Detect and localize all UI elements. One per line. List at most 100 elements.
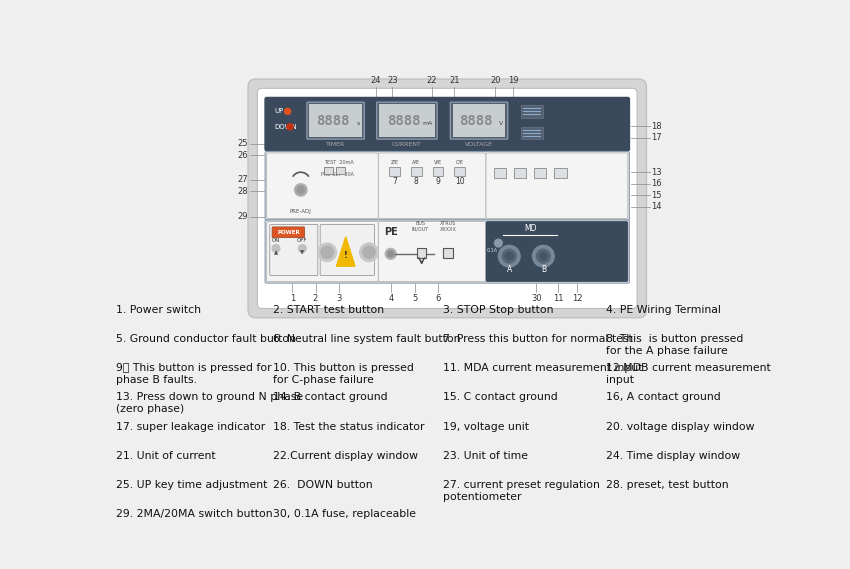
Text: 8888: 8888 <box>316 114 349 127</box>
Bar <box>411 167 422 176</box>
FancyBboxPatch shape <box>258 88 638 308</box>
Text: 9: 9 <box>435 177 440 186</box>
Text: 22.Current display window: 22.Current display window <box>273 451 418 461</box>
Bar <box>324 167 332 174</box>
Text: PE: PE <box>384 228 398 237</box>
Circle shape <box>498 245 520 267</box>
Text: 7: 7 <box>392 177 397 186</box>
Bar <box>454 167 465 176</box>
Circle shape <box>360 243 378 262</box>
Text: DOWN: DOWN <box>275 124 298 130</box>
Circle shape <box>495 239 502 247</box>
FancyBboxPatch shape <box>264 97 630 151</box>
Text: 22: 22 <box>427 76 437 85</box>
Text: 8. This  is button pressed
for the A phase failure: 8. This is button pressed for the A phas… <box>606 334 744 356</box>
Bar <box>433 167 444 176</box>
Text: !: ! <box>343 251 348 260</box>
Text: ▼: ▼ <box>300 250 304 255</box>
Text: 11. MDA current measurement input: 11. MDA current measurement input <box>444 363 643 373</box>
FancyBboxPatch shape <box>378 153 486 218</box>
Text: A: A <box>507 265 512 274</box>
Text: 17. super leakage indicator: 17. super leakage indicator <box>116 422 265 432</box>
Circle shape <box>540 252 547 260</box>
FancyBboxPatch shape <box>267 221 378 282</box>
Text: 3. STOP Stop button: 3. STOP Stop button <box>444 304 554 315</box>
Text: XTRUS
XXXXX: XTRUS XXXXX <box>439 221 456 232</box>
Text: 17: 17 <box>651 133 661 142</box>
FancyBboxPatch shape <box>377 102 437 139</box>
FancyBboxPatch shape <box>378 221 486 282</box>
FancyBboxPatch shape <box>267 153 378 218</box>
Text: 15: 15 <box>651 191 661 200</box>
Text: 30, 0.1A fuse, replaceable: 30, 0.1A fuse, replaceable <box>273 509 416 519</box>
Text: 4: 4 <box>388 294 394 303</box>
Text: TIMER: TIMER <box>326 142 345 147</box>
Text: 27: 27 <box>237 175 248 184</box>
Text: 12.MDB current measurement
input: 12.MDB current measurement input <box>606 363 771 385</box>
Text: V: V <box>499 121 503 126</box>
Text: 25: 25 <box>237 139 248 149</box>
Text: 18: 18 <box>651 122 661 130</box>
Text: 29. 2MA/20MA switch button: 29. 2MA/20MA switch button <box>116 509 272 519</box>
Text: s: s <box>356 121 360 126</box>
Text: 20: 20 <box>490 76 501 85</box>
Text: 23: 23 <box>387 76 398 85</box>
Text: 15. C contact ground: 15. C contact ground <box>444 393 558 402</box>
Text: PRE-ADJ: PRE-ADJ <box>290 209 312 214</box>
Bar <box>337 167 345 174</box>
Text: 16, A contact ground: 16, A contact ground <box>606 393 721 402</box>
FancyBboxPatch shape <box>269 225 318 275</box>
FancyBboxPatch shape <box>309 105 362 137</box>
Text: VOLTAGE: VOLTAGE <box>465 142 493 147</box>
Text: 5: 5 <box>412 294 417 303</box>
Bar <box>521 127 542 139</box>
Text: B: B <box>541 265 546 274</box>
Polygon shape <box>337 237 355 266</box>
FancyBboxPatch shape <box>265 220 629 283</box>
Text: 12: 12 <box>572 294 583 303</box>
Text: 8888: 8888 <box>387 114 421 127</box>
Text: C/E: C/E <box>456 160 464 165</box>
FancyBboxPatch shape <box>307 102 365 139</box>
Bar <box>417 249 427 258</box>
Text: 10. This button is pressed
for C-phase failure: 10. This button is pressed for C-phase f… <box>273 363 414 385</box>
Circle shape <box>321 246 333 258</box>
FancyBboxPatch shape <box>379 105 435 137</box>
Circle shape <box>532 245 554 267</box>
Text: 27. current preset regulation
potentiometer: 27. current preset regulation potentiome… <box>444 480 600 502</box>
Text: 8888: 8888 <box>459 114 493 127</box>
Circle shape <box>388 251 394 257</box>
Text: 1. Power switch: 1. Power switch <box>116 304 201 315</box>
Text: 2: 2 <box>313 294 318 303</box>
FancyBboxPatch shape <box>265 151 629 220</box>
Text: PRE-SET  30A: PRE-SET 30A <box>321 172 354 177</box>
Text: OFF: OFF <box>298 238 308 244</box>
Text: 28. preset, test button: 28. preset, test button <box>606 480 728 490</box>
Text: UP: UP <box>275 109 284 114</box>
Text: 23. Unit of time: 23. Unit of time <box>444 451 529 461</box>
Circle shape <box>502 249 516 263</box>
FancyBboxPatch shape <box>320 225 374 275</box>
FancyBboxPatch shape <box>486 221 628 282</box>
Circle shape <box>506 252 513 260</box>
Text: 25. UP key time adjustment: 25. UP key time adjustment <box>116 480 267 490</box>
Text: A/E: A/E <box>412 160 420 165</box>
Text: 10: 10 <box>455 177 464 186</box>
Circle shape <box>298 245 306 252</box>
FancyBboxPatch shape <box>272 227 304 238</box>
Text: CURRENT: CURRENT <box>392 142 422 147</box>
Text: 29: 29 <box>237 212 248 221</box>
Bar <box>389 167 400 176</box>
Text: 1: 1 <box>290 294 295 303</box>
Text: Z/E: Z/E <box>390 160 399 165</box>
Text: 3: 3 <box>336 294 342 303</box>
Circle shape <box>385 249 396 259</box>
Text: POWER: POWER <box>277 230 300 235</box>
Text: TEST  20mA: TEST 20mA <box>324 160 354 165</box>
Text: 24. Time display window: 24. Time display window <box>606 451 740 461</box>
Text: 19, voltage unit: 19, voltage unit <box>444 422 530 432</box>
Circle shape <box>295 184 307 196</box>
Text: 26.  DOWN button: 26. DOWN button <box>273 480 372 490</box>
Text: 2. START test button: 2. START test button <box>273 304 384 315</box>
Text: 0.1A: 0.1A <box>487 248 498 253</box>
